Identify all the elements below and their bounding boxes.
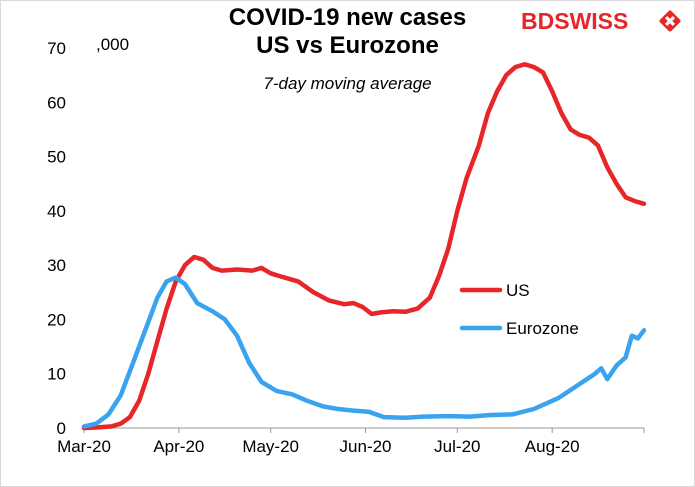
- chart-title-line-2: US vs Eurozone: [256, 32, 439, 59]
- y-unit-label: ,000: [96, 35, 129, 54]
- x-tick-label: Mar-20: [57, 437, 111, 456]
- series-lines: [81, 62, 647, 431]
- x-tick-label: Jun-20: [340, 437, 392, 456]
- y-tick-label: 10: [47, 365, 66, 384]
- y-tick-label: 20: [47, 310, 66, 329]
- y-tick-label: 40: [47, 202, 66, 221]
- y-tick-label: 50: [47, 148, 66, 167]
- logo-text-bd: BD: [521, 8, 554, 34]
- x-tick-label: May-20: [242, 437, 299, 456]
- series-line-eurozone: [81, 275, 647, 429]
- y-axis-ticks: 0 10 20 30 40 50 60 70: [47, 39, 66, 438]
- legend-label-us: US: [506, 281, 530, 300]
- legend-label-eurozone: Eurozone: [506, 319, 579, 338]
- y-tick-label: 30: [47, 256, 66, 275]
- y-tick-label: 0: [57, 419, 66, 438]
- x-tick-label: Aug-20: [525, 437, 580, 456]
- chart-subtitle: 7-day moving average: [263, 74, 432, 93]
- swiss-cross-icon: [659, 10, 681, 32]
- bdswiss-logo: BDSWISS: [521, 8, 681, 34]
- series-line-us: [81, 62, 647, 431]
- legend: US Eurozone: [459, 281, 579, 338]
- logo-text: BDSWISS: [521, 8, 628, 34]
- y-tick-label: 70: [47, 39, 66, 58]
- x-tick-label: Jul-20: [434, 437, 480, 456]
- logo-text-swiss: SWISS: [554, 8, 628, 34]
- y-tick-label: 60: [47, 93, 66, 112]
- x-tick-label: Apr-20: [153, 437, 204, 456]
- x-axis-ticks: Mar-20 Apr-20 May-20 Jun-20 Jul-20 Aug-20: [57, 428, 645, 456]
- chart-title-line-1: COVID-19 new cases: [228, 4, 467, 31]
